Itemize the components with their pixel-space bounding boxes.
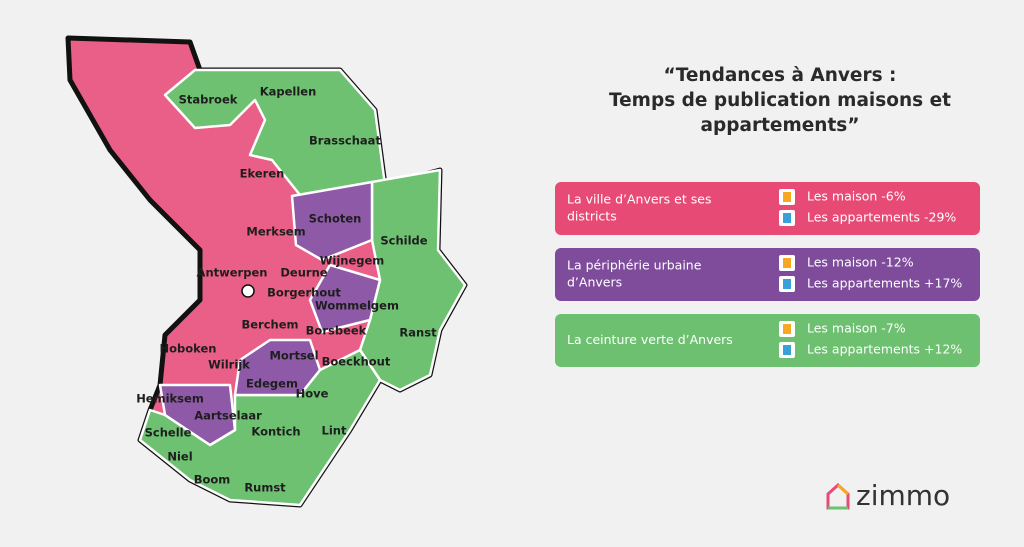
map-label: Schoten — [309, 212, 362, 226]
card — [555, 182, 980, 235]
purple-mortsel — [233, 338, 322, 397]
map-label: Rumst — [244, 481, 286, 495]
city-marker — [241, 284, 255, 298]
map-label: Edegem — [246, 377, 298, 391]
title-line: appartements” — [701, 115, 860, 136]
map-label: Mortsel — [269, 349, 318, 363]
map-label: Antwerpen — [197, 266, 268, 280]
map-label: Kontich — [251, 425, 300, 439]
card-region: d’Anvers — [567, 275, 622, 290]
map-label: Hemiksem — [136, 392, 204, 406]
map-label: Boeckhout — [322, 355, 391, 369]
title-line: “Tendances à Anvers : — [664, 65, 897, 86]
card-row: Les maison -6% — [807, 189, 906, 204]
map-label: Ekeren — [240, 167, 285, 181]
map-label: Stabroek — [179, 93, 238, 107]
map-label: Boom — [194, 473, 231, 487]
icon-glyph — [783, 258, 791, 268]
title-line: Temps de publication maisons et — [609, 90, 951, 111]
logo-icon — [826, 482, 850, 510]
card-row: Les maison -7% — [807, 321, 906, 336]
logo-text: zimmo — [856, 479, 950, 512]
icon-glyph — [783, 192, 791, 202]
card-region: La ville d’Anvers et ses — [567, 192, 711, 207]
map-label: Lint — [322, 424, 347, 438]
icon-glyph — [783, 324, 791, 334]
map-label: Wommelgem — [315, 299, 399, 313]
card-row: Les appartements +17% — [807, 276, 962, 291]
map-label: Berchem — [241, 318, 298, 332]
purple-wommelgem — [308, 263, 382, 334]
card-row: Les maison -12% — [807, 255, 914, 270]
map-label: Niel — [167, 450, 192, 464]
logo-line — [836, 483, 850, 496]
card — [555, 314, 980, 367]
map — [65, 35, 468, 508]
green-north — [163, 68, 387, 200]
card-region: La périphérie urbaine — [567, 258, 702, 273]
map-label: Merksem — [246, 225, 305, 239]
map-label: Deurne — [280, 266, 327, 280]
map-label: Ranst — [399, 326, 437, 340]
map-label: Hoboken — [160, 342, 217, 356]
card-row: Les appartements -29% — [807, 210, 956, 225]
map-label: Borgerhout — [267, 286, 341, 300]
card-row: Les appartements +12% — [807, 342, 962, 357]
card-region: La ceinture verte d’Anvers — [567, 332, 733, 347]
map-label: Brasschaat — [309, 134, 381, 148]
map-label: Wilrijk — [208, 358, 250, 372]
map-label: Hove — [296, 387, 329, 401]
map-label: Schilde — [380, 234, 427, 248]
map-label: Kapellen — [260, 85, 317, 99]
icon-glyph — [783, 345, 791, 355]
map-label: Schelle — [145, 426, 192, 440]
map-label: Borsbeek — [306, 324, 367, 338]
icon-glyph — [783, 279, 791, 289]
icon-glyph — [783, 213, 791, 223]
purple-schoten — [290, 180, 374, 262]
card — [555, 248, 980, 301]
map-label: Aartselaar — [194, 409, 262, 423]
map-label: Wijnegem — [320, 254, 385, 268]
purple-hemiksem — [158, 383, 237, 447]
card-region: districts — [567, 209, 617, 224]
